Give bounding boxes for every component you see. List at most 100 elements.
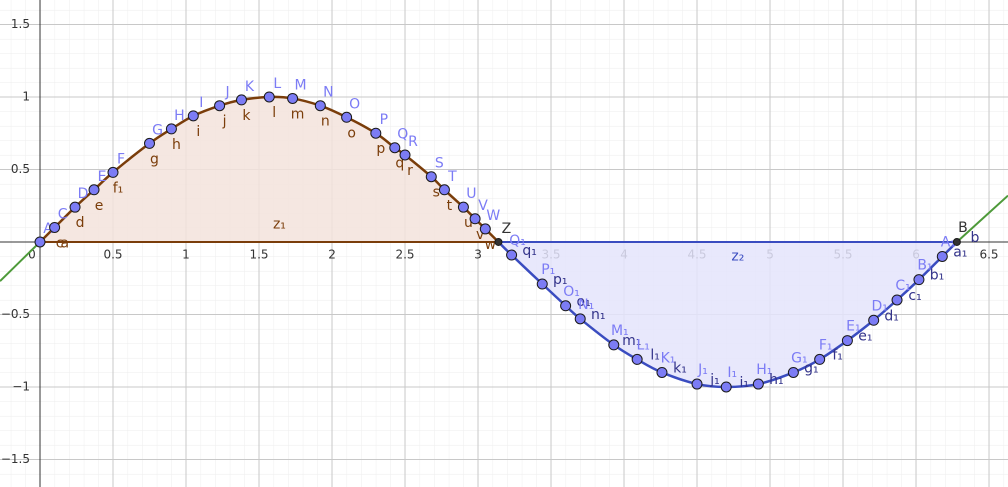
point: [69, 201, 81, 213]
point-label-2: u: [464, 215, 473, 231]
region-label: z₂: [731, 248, 744, 264]
y-tick-label: −1: [12, 379, 30, 393]
outer-curve: [956, 194, 1008, 243]
point-label: I₁: [727, 365, 737, 381]
point-label: L₁: [636, 337, 649, 353]
point-label: C: [58, 206, 68, 222]
point: [263, 91, 275, 103]
point-label: H: [174, 108, 185, 124]
x-tick-label: 2: [328, 247, 336, 261]
point: [936, 250, 948, 262]
point: [165, 123, 177, 135]
point-label-2: e: [95, 198, 104, 214]
point-label: L: [273, 76, 281, 92]
point: [752, 378, 764, 390]
point: [144, 137, 156, 149]
region-label: a: [61, 235, 70, 251]
x-tick-label: 6.5: [979, 247, 998, 261]
point-label: F: [117, 151, 125, 167]
point: [235, 94, 247, 106]
x-tick-label: 1.5: [249, 247, 268, 261]
point: [574, 313, 586, 325]
point-label-2: i₁: [739, 375, 749, 391]
point-label: J₁: [697, 362, 708, 378]
point-label: G: [152, 122, 163, 138]
point-label-2: a₁: [953, 244, 967, 260]
point-label-2: h₁: [769, 372, 784, 388]
point-label: Q: [397, 127, 408, 143]
point-label: G₁: [791, 350, 807, 366]
y-tick-label: 0.5: [11, 162, 30, 176]
point: [469, 213, 481, 225]
point: [479, 223, 491, 235]
point-label: N₁: [578, 297, 594, 313]
point: [88, 184, 100, 196]
point-label: O₁: [563, 284, 580, 300]
point-label: S: [435, 156, 444, 172]
point-label: P: [380, 112, 388, 128]
point-label: F₁: [819, 337, 833, 353]
x-tick-label: 0: [28, 247, 36, 261]
region: [498, 241, 957, 387]
point: [425, 171, 437, 183]
x-tick-label: 0.5: [103, 247, 122, 261]
point: [868, 314, 880, 326]
point-label-2: k₁: [673, 360, 687, 376]
point-label: K: [245, 79, 255, 95]
point-label-2: r: [407, 163, 413, 179]
point: [287, 92, 299, 104]
point-label-2: w: [485, 237, 496, 253]
dark-point: [494, 237, 503, 246]
point-label-2: n: [321, 114, 330, 130]
point-label: D₁: [871, 298, 887, 314]
point: [187, 110, 199, 122]
point-label: E: [98, 169, 107, 185]
point-label-2: q₁: [522, 243, 537, 259]
x-tick-label: 2.5: [395, 247, 414, 261]
point: [691, 378, 703, 390]
point-label: B₁: [917, 258, 932, 274]
point-label: O: [349, 96, 360, 112]
point-label: K₁: [661, 350, 676, 366]
point-label-2: t: [447, 198, 453, 214]
point: [631, 353, 643, 365]
point-label: Z: [502, 221, 512, 237]
point-label-2: g: [150, 151, 159, 167]
point: [787, 366, 799, 378]
region: [40, 96, 499, 242]
dark-point: [952, 237, 961, 246]
point-label-2: f₁: [832, 347, 843, 363]
point-label-2: i: [196, 124, 200, 140]
point: [560, 300, 572, 312]
point-label-2: b: [970, 230, 979, 246]
point-label-2: h: [172, 137, 181, 153]
point-label-2: b₁: [930, 268, 945, 284]
point: [841, 335, 853, 347]
point-label-2: j: [222, 114, 227, 130]
y-tick-label: −1.5: [1, 452, 30, 466]
point-label: U: [466, 186, 476, 202]
point-label-2: o: [347, 125, 356, 141]
y-tick-label: 1: [22, 89, 30, 103]
point: [506, 249, 518, 261]
point: [34, 236, 46, 248]
point: [341, 111, 353, 123]
point: [656, 366, 668, 378]
x-tick-label: 3: [474, 247, 482, 261]
point-label-2: f₁: [113, 180, 124, 196]
point-label: C₁: [895, 278, 910, 294]
point-label: B: [958, 220, 968, 236]
point-label-2: d: [76, 215, 85, 231]
point-label: A₁: [941, 234, 956, 250]
point-label: M: [295, 77, 307, 93]
point: [457, 201, 469, 213]
point: [720, 381, 732, 393]
point-label-2: l: [272, 105, 276, 121]
point: [891, 294, 903, 306]
point-label: A: [43, 221, 53, 237]
point-label: T: [447, 169, 457, 185]
point: [370, 127, 382, 139]
point-label: R: [408, 134, 418, 150]
point-label-2: l₁: [650, 347, 660, 363]
